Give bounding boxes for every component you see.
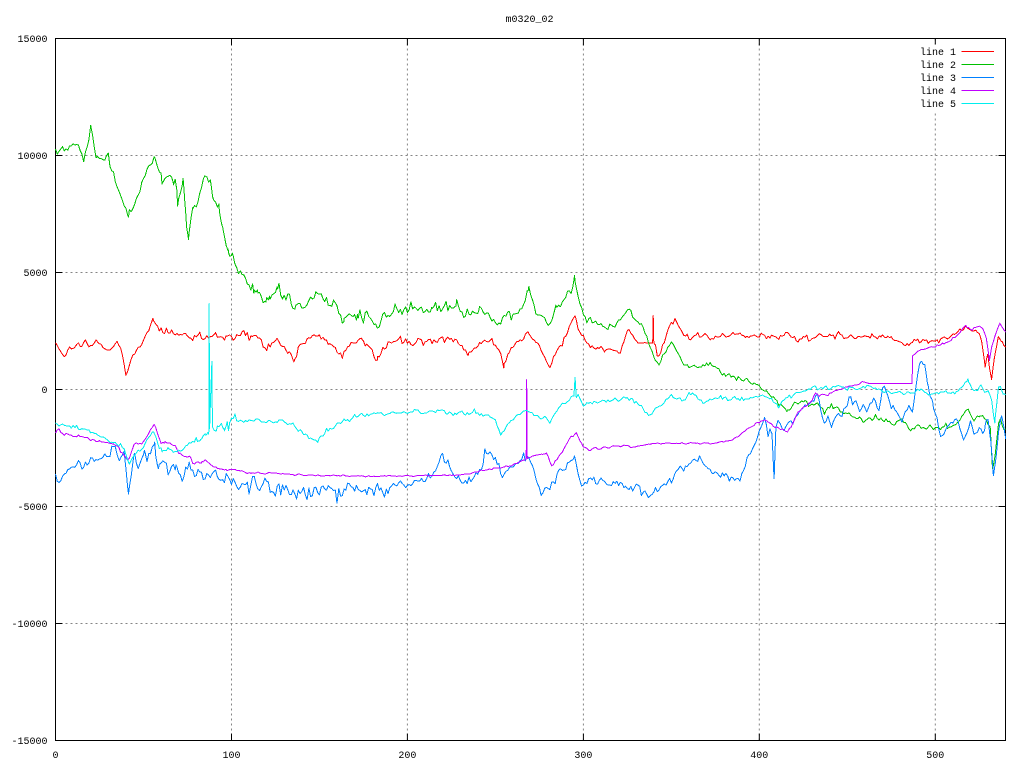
svg-text:line 3: line 3	[920, 73, 956, 85]
svg-text:100: 100	[222, 751, 240, 762]
svg-text:15000: 15000	[17, 35, 47, 46]
svg-text:m0320_02: m0320_02	[505, 15, 553, 26]
svg-text:line 5: line 5	[920, 99, 956, 111]
svg-text:-10000: -10000	[11, 620, 47, 631]
svg-text:-5000: -5000	[17, 503, 47, 514]
svg-text:200: 200	[398, 751, 416, 762]
svg-text:line 4: line 4	[920, 86, 956, 98]
svg-text:300: 300	[574, 751, 592, 762]
svg-text:line 1: line 1	[920, 47, 956, 59]
svg-text:400: 400	[750, 751, 768, 762]
svg-text:10000: 10000	[17, 152, 47, 163]
svg-text:5000: 5000	[23, 269, 47, 280]
svg-text:-15000: -15000	[11, 737, 47, 748]
svg-text:0: 0	[52, 751, 58, 762]
svg-text:line 2: line 2	[920, 60, 956, 72]
svg-text:500: 500	[926, 751, 944, 762]
svg-text:0: 0	[41, 386, 47, 397]
